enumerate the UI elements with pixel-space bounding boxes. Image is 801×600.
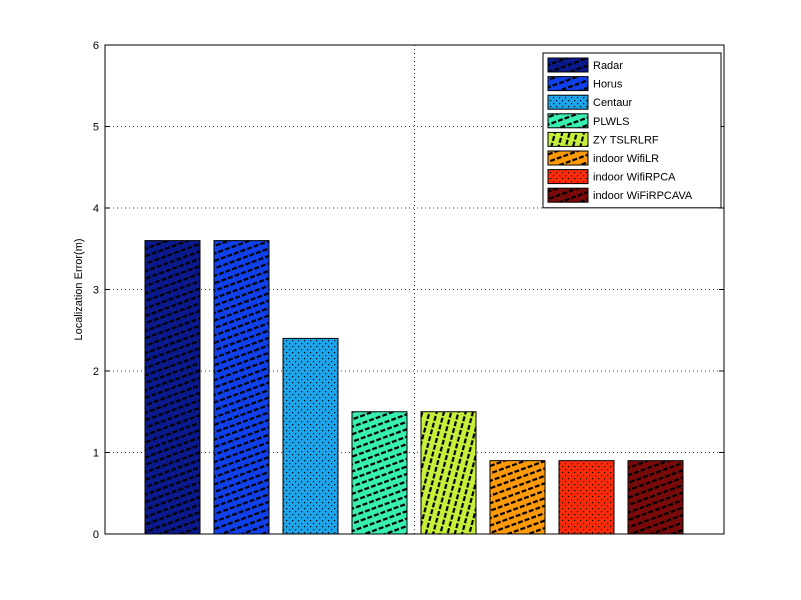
- legend-label: indoor WifiLR: [593, 153, 659, 165]
- y-tick-label: 5: [93, 122, 99, 134]
- legend-swatch: [547, 150, 589, 166]
- legend-label: indoor WiFiRPCAVA: [593, 190, 693, 202]
- y-tick-label: 1: [93, 448, 99, 460]
- bar-indoor-wifirpcava: [627, 460, 684, 535]
- legend-label: PLWLS: [593, 116, 629, 128]
- legend-label: indoor WifiRPCA: [593, 172, 676, 184]
- bar-horus: [213, 240, 270, 535]
- bar-indoor-wifirpca: [558, 460, 615, 535]
- legend-swatch: [547, 57, 589, 73]
- bar-indoor-wifilr: [489, 460, 546, 535]
- y-tick-label: 6: [93, 40, 99, 52]
- legend-label: Horus: [593, 79, 623, 91]
- y-tick-label: 3: [93, 285, 99, 297]
- legend-swatch: [547, 76, 589, 92]
- bars: [144, 240, 684, 535]
- legend-label: ZY TSLRLRF: [593, 134, 659, 146]
- bar-zy-tslrlrf: [420, 411, 477, 535]
- legend: Radar Horus Centaur PLWLS ZY TSLRLRF indoor W…: [542, 52, 722, 209]
- legend-swatch: [547, 94, 589, 110]
- bar-centaur: [282, 337, 339, 535]
- y-tick-label: 4: [93, 203, 99, 215]
- legend-swatch: [547, 187, 589, 203]
- legend-swatch: [547, 131, 589, 147]
- y-tick-label: 0: [93, 529, 99, 541]
- bar-radar: [144, 240, 201, 535]
- legend-label: Centaur: [593, 97, 632, 109]
- legend-swatch: [547, 169, 589, 185]
- grid-lines: [105, 45, 724, 534]
- y-axis-label: Localization Error(m): [73, 238, 85, 340]
- legend-swatch: [547, 113, 589, 129]
- y-tick-label: 2: [93, 366, 99, 378]
- legend-label: Radar: [593, 60, 623, 72]
- bar-plwls: [351, 411, 408, 535]
